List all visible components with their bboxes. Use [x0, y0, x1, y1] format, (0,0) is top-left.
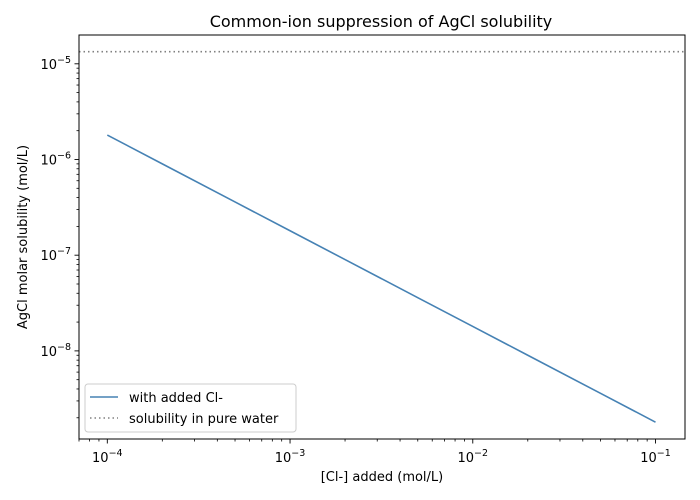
y-axis-label: AgCl molar solubility (mol/L): [16, 145, 31, 329]
y-axis-ticks: 10−8 10−7 10−6 10−5: [40, 55, 79, 419]
y-tick-label: 10−8: [40, 342, 71, 360]
legend-label-reference: solubility in pure water: [129, 412, 279, 427]
series-layer: [79, 50, 685, 423]
legend-label-series: with added Cl-: [129, 391, 223, 406]
plot-frame: [78, 34, 686, 440]
plot-area: [79, 50, 685, 423]
y-tick-label: 10−5: [40, 55, 71, 73]
x-axis-ticks: 10−4 10−3 10−2 10−1: [78, 439, 671, 466]
x-axis-label: [Cl-] added (mol/L): [321, 470, 444, 485]
x-tick-label: 10−4: [92, 448, 123, 466]
chart-title: Common-ion suppression of AgCl solubilit…: [210, 12, 553, 31]
y-tick-label: 10−6: [40, 150, 71, 168]
x-tick-label: 10−3: [275, 448, 306, 466]
x-tick-label: 10−1: [640, 448, 671, 466]
series-line-with-added-cl: [106, 134, 656, 423]
legend: with added Cl- solubility in pure water: [84, 383, 297, 433]
x-tick-label: 10−2: [457, 448, 488, 466]
legend-box: [84, 383, 297, 433]
y-tick-label: 10−7: [40, 246, 71, 264]
